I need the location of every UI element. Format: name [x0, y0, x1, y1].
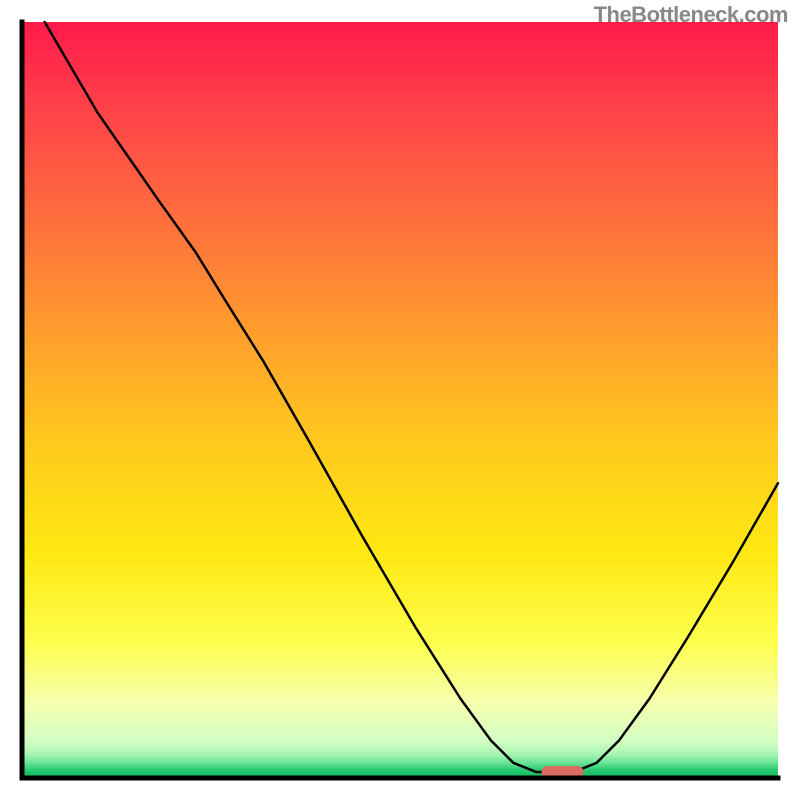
plot-background: [22, 22, 778, 778]
bottleneck-chart: [0, 0, 800, 800]
watermark-text: TheBottleneck.com: [594, 2, 788, 28]
chart-container: TheBottleneck.com: [0, 0, 800, 800]
